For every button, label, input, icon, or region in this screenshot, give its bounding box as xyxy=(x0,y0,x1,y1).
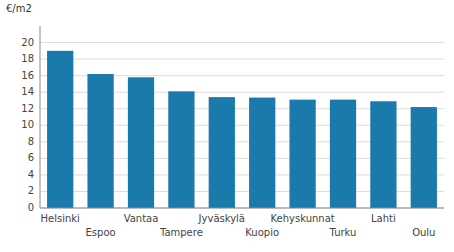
y-tick-label: 10 xyxy=(21,119,34,130)
grid xyxy=(40,43,444,208)
bar xyxy=(289,100,315,208)
bar xyxy=(128,77,154,208)
x-axis: Helsinki Espoo VantaaTampere JyväskyläKuopi… xyxy=(41,213,436,238)
y-tick-label: 0 xyxy=(28,202,34,213)
x-tick-label: Kuopio xyxy=(245,227,279,238)
bar xyxy=(411,107,437,208)
x-tick-label: Lahti xyxy=(371,213,396,224)
bar xyxy=(370,101,396,208)
y-tick-label: 20 xyxy=(21,37,34,48)
x-tick-label: Oulu xyxy=(412,227,435,238)
y-tick-label: 18 xyxy=(21,53,34,64)
x-axis-line xyxy=(40,208,444,209)
y-axis: 0 2 4 6 8 10 12 14 16 18 20 xyxy=(21,26,40,213)
bar xyxy=(249,98,275,208)
y-axis-line xyxy=(40,26,41,208)
y-tick-label: 16 xyxy=(21,70,34,81)
y-tick-label: 14 xyxy=(21,86,34,97)
y-tick-label: 12 xyxy=(21,103,34,114)
bar xyxy=(330,100,356,208)
y-tick-label: 8 xyxy=(28,136,34,147)
chart: 0 2 4 6 8 10 12 14 16 18 20 €/m2 Helsinki Espoo Vantaa… xyxy=(0,0,454,252)
y-tick-label: 6 xyxy=(28,152,34,163)
x-tick-label: Turku xyxy=(329,227,357,238)
bar xyxy=(87,74,113,208)
x-tick-label: Jyväskylä xyxy=(198,213,245,224)
grid-line xyxy=(40,208,444,209)
grid-line xyxy=(40,59,444,60)
x-tick-label: Tampere xyxy=(159,227,203,238)
chart-container: 0 2 4 6 8 10 12 14 16 18 20 €/m2 Helsinki Espoo Vantaa… xyxy=(0,0,454,252)
y-tick-label: 2 xyxy=(28,185,34,196)
y-axis-label: €/m2 xyxy=(6,3,32,14)
x-tick-label: Espoo xyxy=(86,227,116,238)
bar xyxy=(209,97,235,208)
y-tick-label: 4 xyxy=(28,169,34,180)
x-tick-label: Helsinki xyxy=(41,213,80,224)
bars xyxy=(47,51,437,208)
x-tick-label: Vantaa xyxy=(124,213,159,224)
bar xyxy=(47,51,73,208)
x-tick-label: Kehyskunnat xyxy=(270,213,334,224)
bar xyxy=(168,91,194,208)
grid-line xyxy=(40,42,444,43)
